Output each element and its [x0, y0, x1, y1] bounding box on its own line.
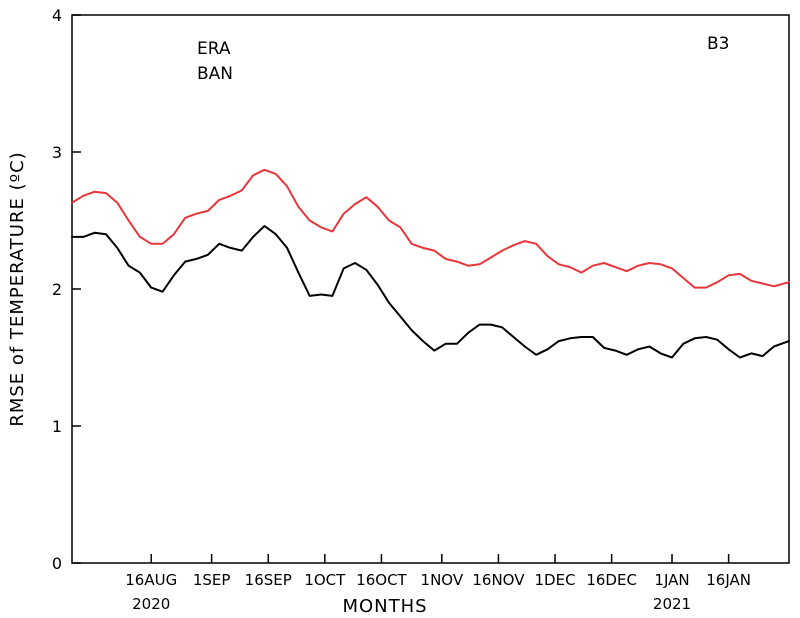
y-tick-label: 0 — [52, 554, 62, 573]
legend-entry-era: ERA — [197, 39, 231, 59]
x-tick-label: 16OCT — [356, 571, 407, 589]
x-tick-label: 16JAN — [706, 571, 751, 589]
x-tick-label: 16DEC — [586, 571, 637, 589]
x-tick-label: 16NOV — [472, 571, 525, 589]
x-tick-label: 16SEP — [245, 571, 292, 589]
y-axis: 0 1 2 3 4 — [52, 6, 81, 573]
x-tick-label: 1OCT — [304, 571, 346, 589]
y-tick-label: 2 — [52, 280, 62, 299]
y-tick-label: 1 — [52, 417, 62, 436]
x-tick-label: 16AUG — [125, 571, 177, 589]
y-axis-title: RMSE of TEMPERATURE (ºC) — [7, 151, 28, 426]
y-tick-label: 3 — [52, 143, 62, 162]
x-tick-year-label: 2021 — [653, 595, 691, 613]
x-tick-label: 1SEP — [193, 571, 231, 589]
x-axis-title: MONTHS — [342, 596, 427, 617]
legend: ERA BAN — [197, 39, 233, 84]
y-tick-label: 4 — [52, 6, 62, 25]
x-tick-label: 1NOV — [421, 571, 464, 589]
x-tick-label: 1DEC — [535, 571, 576, 589]
legend-entry-ban: BAN — [197, 64, 233, 84]
x-tick-year-label: 2020 — [132, 595, 170, 613]
series-layer — [71, 168, 790, 359]
series-line-ban — [71, 168, 790, 289]
x-axis: 16AUG 2020 1SEP 16SEP 1OCT 16OCT 1NOV 16NOV 1DEC… — [125, 554, 751, 613]
series-line-era — [71, 225, 790, 359]
panel-label: B3 — [707, 34, 729, 54]
x-tick-label: 1JAN — [654, 571, 689, 589]
plot-frame — [71, 14, 790, 564]
